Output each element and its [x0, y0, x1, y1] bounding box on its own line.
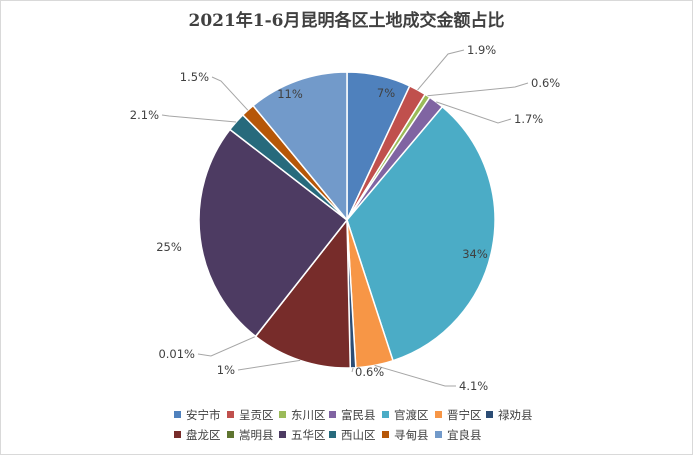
leader-line-12: [211, 76, 249, 111]
data-label-8: 1%: [217, 363, 235, 377]
legend-label-11: 西山区: [341, 428, 376, 442]
legend-label-4: 富民县: [341, 408, 376, 422]
legend-swatch-2: [227, 411, 234, 418]
leader-line-2: [417, 49, 465, 91]
legend-swatch-5: [382, 411, 389, 418]
legend-swatch-1: [174, 411, 181, 418]
pie-slice-5: [346, 105, 496, 362]
data-label-9: 0.01%: [158, 347, 195, 361]
leader-line-9: [197, 335, 256, 357]
data-label-12: 1.5%: [180, 70, 209, 84]
legend-swatch-8: [174, 431, 181, 438]
leader-line-8: [237, 359, 301, 371]
legend-label-13: 宜良县: [447, 428, 482, 442]
legend-swatch-3: [279, 411, 286, 418]
legend-label-10: 五华区: [291, 428, 326, 442]
legend-label-9: 嵩明县: [239, 428, 274, 442]
pie-slice-13: [252, 71, 348, 223]
pie-slice-10: [198, 128, 349, 338]
data-label-10: 25%: [156, 240, 182, 254]
legend-label-12: 寻甸县: [394, 428, 429, 442]
data-label-7: 0.6%: [355, 365, 384, 379]
legend-swatch-7: [486, 411, 493, 418]
legend-swatch-12: [382, 431, 389, 438]
legend-label-2: 呈贡区: [239, 408, 274, 422]
data-label-13: 11%: [277, 87, 303, 101]
legend-swatch-11: [329, 431, 336, 438]
legend-swatch-9: [227, 431, 234, 438]
legend-swatch-6: [435, 411, 442, 418]
leader-line-7: [351, 367, 354, 373]
leader-line-11: [161, 114, 237, 123]
data-label-1: 7%: [377, 86, 395, 100]
legend-label-3: 东川区: [291, 408, 326, 422]
data-label-4: 1.7%: [514, 112, 543, 126]
legend-label-6: 晋宁区: [447, 408, 482, 422]
leader-line-6: [374, 364, 456, 387]
legend-label-7: 禄劝县: [498, 408, 533, 422]
pie-slice-8: [254, 217, 352, 369]
legend-swatch-4: [329, 411, 336, 418]
data-label-3: 0.6%: [531, 76, 560, 90]
data-label-6: 4.1%: [459, 379, 488, 393]
legend-label-5: 官渡区: [394, 408, 429, 422]
legend-swatch-13: [435, 431, 442, 438]
data-label-5: 34%: [462, 247, 488, 261]
leader-line-3: [427, 82, 529, 97]
data-label-11: 2.1%: [130, 108, 159, 122]
leader-line-4: [436, 101, 512, 124]
data-label-2: 1.9%: [467, 43, 496, 57]
chart-title: 2021年1-6月昆明各区土地成交金额占比: [188, 11, 505, 31]
legend-swatch-10: [279, 431, 286, 438]
legend-label-8: 盘龙区: [186, 428, 221, 442]
legend-label-1: 安宁市: [186, 408, 221, 422]
